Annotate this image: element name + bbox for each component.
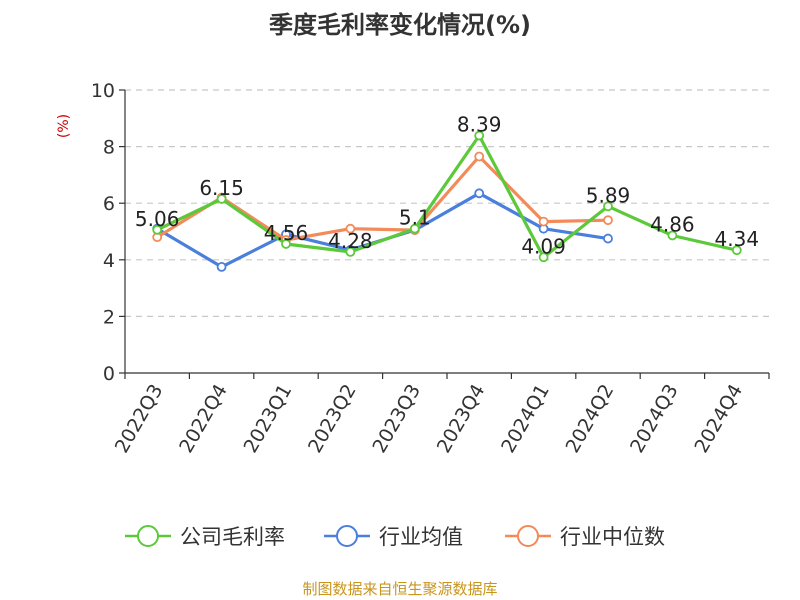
series-line — [156, 134, 738, 259]
grid-lines — [125, 89, 769, 317]
data-label: 6.15 — [199, 176, 244, 200]
data-point — [281, 239, 291, 249]
data-point — [216, 194, 227, 204]
data-label: 5.89 — [586, 183, 631, 207]
source-note: 制图数据来自恒生聚源数据库 — [302, 580, 497, 598]
legend-item: 公司毛利率 — [125, 525, 285, 549]
data-labels: 5.06 6.15 4.56 4.28 5.1 8.39 4.09 5.89 4.86 4.34 — [135, 113, 759, 259]
data-point — [667, 230, 678, 241]
data-point — [603, 201, 613, 212]
legend-marker — [517, 525, 539, 547]
x-tick-label: 2023Q3 — [368, 381, 425, 457]
legend-marker — [336, 525, 358, 547]
data-label: 5.1 — [399, 206, 431, 230]
x-tick-label: 2024Q3 — [626, 381, 683, 457]
legend: 公司毛利率 行业均值 行业中位数 — [125, 525, 665, 549]
data-label: 4.34 — [715, 227, 760, 251]
data-point — [345, 246, 356, 257]
data-point — [474, 188, 485, 199]
legend-item: 行业均值 — [324, 525, 463, 549]
data-label: 8.39 — [457, 113, 502, 137]
legend-label: 行业均值 — [379, 525, 463, 549]
x-tick-label: 2023Q2 — [304, 381, 361, 457]
series-0 — [152, 130, 742, 263]
legend-label: 公司毛利率 — [180, 525, 285, 549]
y-tick-label: 2 — [103, 306, 115, 328]
x-tick-label: 2024Q2 — [562, 381, 619, 457]
data-label: 4.28 — [328, 229, 373, 253]
y-tick-label: 10 — [91, 80, 115, 102]
data-point — [345, 223, 356, 234]
data-label: 4.86 — [650, 212, 695, 236]
data-label: 5.06 — [135, 207, 180, 231]
data-label: 4.09 — [521, 234, 566, 258]
y-axis-label: (%) — [56, 114, 72, 138]
data-label: 4.56 — [264, 221, 309, 245]
data-point — [538, 216, 549, 227]
x-tick-label: 2022Q3 — [111, 381, 168, 457]
y-tick-label: 0 — [103, 363, 115, 385]
legend-marker — [137, 525, 159, 547]
legend-item: 行业中位数 — [505, 525, 665, 549]
series-lines — [152, 130, 742, 272]
x-tick-label: 2023Q1 — [240, 381, 297, 457]
x-tick-label: 2024Q4 — [690, 381, 747, 457]
data-point — [538, 252, 549, 263]
legend-label: 行业中位数 — [560, 525, 665, 549]
data-point — [603, 233, 613, 244]
data-point — [409, 223, 420, 234]
data-point — [474, 130, 485, 141]
x-tick-label: 2024Q1 — [497, 381, 554, 457]
y-tick-label: 8 — [103, 137, 115, 159]
data-point — [216, 261, 227, 272]
data-point — [731, 245, 742, 256]
data-point — [603, 215, 613, 226]
x-tick-label: 2022Q4 — [175, 381, 232, 457]
y-tick-label: 4 — [103, 250, 115, 272]
x-tick-label: 2023Q4 — [433, 381, 490, 457]
data-point — [474, 151, 485, 162]
chart-title: 季度毛利率变化情况(%) — [269, 11, 531, 39]
data-point — [152, 224, 163, 235]
y-tick-label: 6 — [103, 193, 115, 215]
